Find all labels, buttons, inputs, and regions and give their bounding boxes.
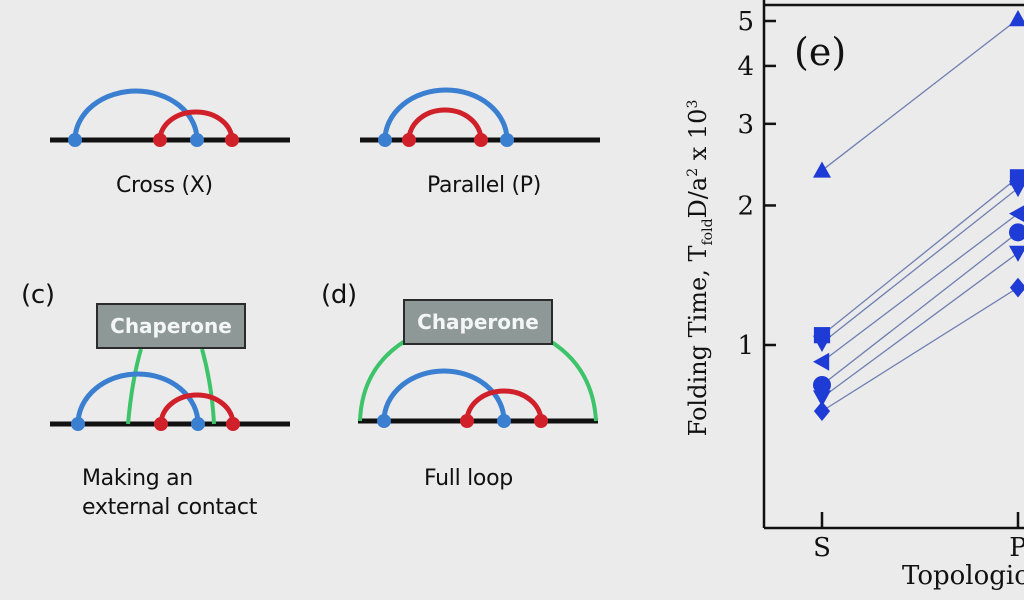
series-line — [821, 287, 1019, 412]
y-tick-label: 3 — [737, 110, 754, 140]
caption-full-loop: Full loop — [424, 466, 513, 491]
red-site — [534, 414, 548, 428]
blue-site — [497, 414, 511, 428]
triangle-down-marker — [1009, 180, 1024, 198]
red-site — [225, 133, 239, 147]
series-line — [821, 18, 1019, 171]
blue-contact-arc — [72, 88, 200, 141]
triangle-left-marker — [813, 352, 830, 371]
triangle-down-marker — [813, 390, 831, 407]
panel-full-loop — [358, 339, 598, 428]
blue-site — [377, 414, 391, 428]
x-tick-label: P — [1009, 533, 1024, 563]
series-line — [821, 252, 1019, 399]
y-axis-title: Folding Time, TfoldD/a2 x 103 — [684, 99, 716, 437]
y-tick-label: 4 — [737, 52, 754, 82]
series-line — [821, 213, 1019, 363]
series-lines — [821, 18, 1019, 412]
circle-marker — [813, 375, 831, 394]
y-tick-label: 2 — [737, 191, 754, 221]
panel-label-e: (e) — [794, 30, 847, 74]
blue-contact-arc — [381, 368, 507, 422]
triangle-down-marker — [813, 335, 831, 352]
caption-cross: Cross (X) — [116, 173, 213, 198]
panel-external-contact — [50, 348, 290, 431]
y-tick-label: 1 — [737, 331, 754, 361]
chaperone-box: Chaperone — [96, 303, 246, 349]
series-line — [821, 231, 1019, 386]
blue-contact-arc — [382, 87, 510, 141]
caption-external-line2: external contact — [82, 495, 258, 520]
blue-site — [378, 133, 392, 147]
panel-letter-d: (d) — [321, 280, 357, 310]
red-site — [153, 133, 167, 147]
red-site — [154, 417, 168, 431]
red-contact-arc — [464, 388, 544, 422]
x-axis-title: Topologic — [902, 561, 1024, 591]
blue-site — [190, 133, 204, 147]
triangle-down-marker — [1009, 245, 1024, 262]
panel-cross — [50, 88, 290, 147]
blue-site — [68, 133, 82, 147]
chaperone-box: Chaperone — [403, 299, 553, 345]
series-line — [821, 176, 1019, 336]
chaperone-link — [200, 348, 216, 425]
red-site — [402, 133, 416, 147]
blue-site — [191, 417, 205, 431]
panel-parallel — [360, 87, 600, 147]
blue-contact-arc — [75, 371, 201, 425]
panel-letter-c: (c) — [21, 280, 55, 310]
diamond-marker — [1009, 277, 1024, 298]
triangle-left-marker — [1009, 205, 1024, 223]
chaperone-link — [126, 348, 143, 425]
triangle-up-marker — [813, 161, 831, 178]
series-line — [821, 187, 1019, 344]
blue-site — [71, 417, 85, 431]
red-contact-arc — [157, 109, 235, 141]
red-site — [474, 133, 488, 147]
caption-external-line1: Making an — [82, 466, 193, 491]
red-site — [226, 417, 240, 431]
y-ticks: 1 2 3 4 5 — [737, 7, 776, 361]
series-markers — [813, 9, 1024, 422]
red-contact-arc — [158, 392, 236, 425]
x-tick-label: S — [813, 533, 831, 563]
triangle-up-marker — [1009, 9, 1024, 27]
blue-site — [500, 133, 514, 147]
diamond-marker — [813, 401, 831, 422]
red-site — [460, 414, 474, 428]
chaperone-link — [548, 339, 598, 422]
chaperone-link — [358, 339, 407, 422]
red-contact-arc — [406, 107, 484, 141]
caption-parallel: Parallel (P) — [427, 173, 541, 198]
circle-marker — [1009, 223, 1024, 242]
y-tick-label: 5 — [737, 7, 754, 37]
